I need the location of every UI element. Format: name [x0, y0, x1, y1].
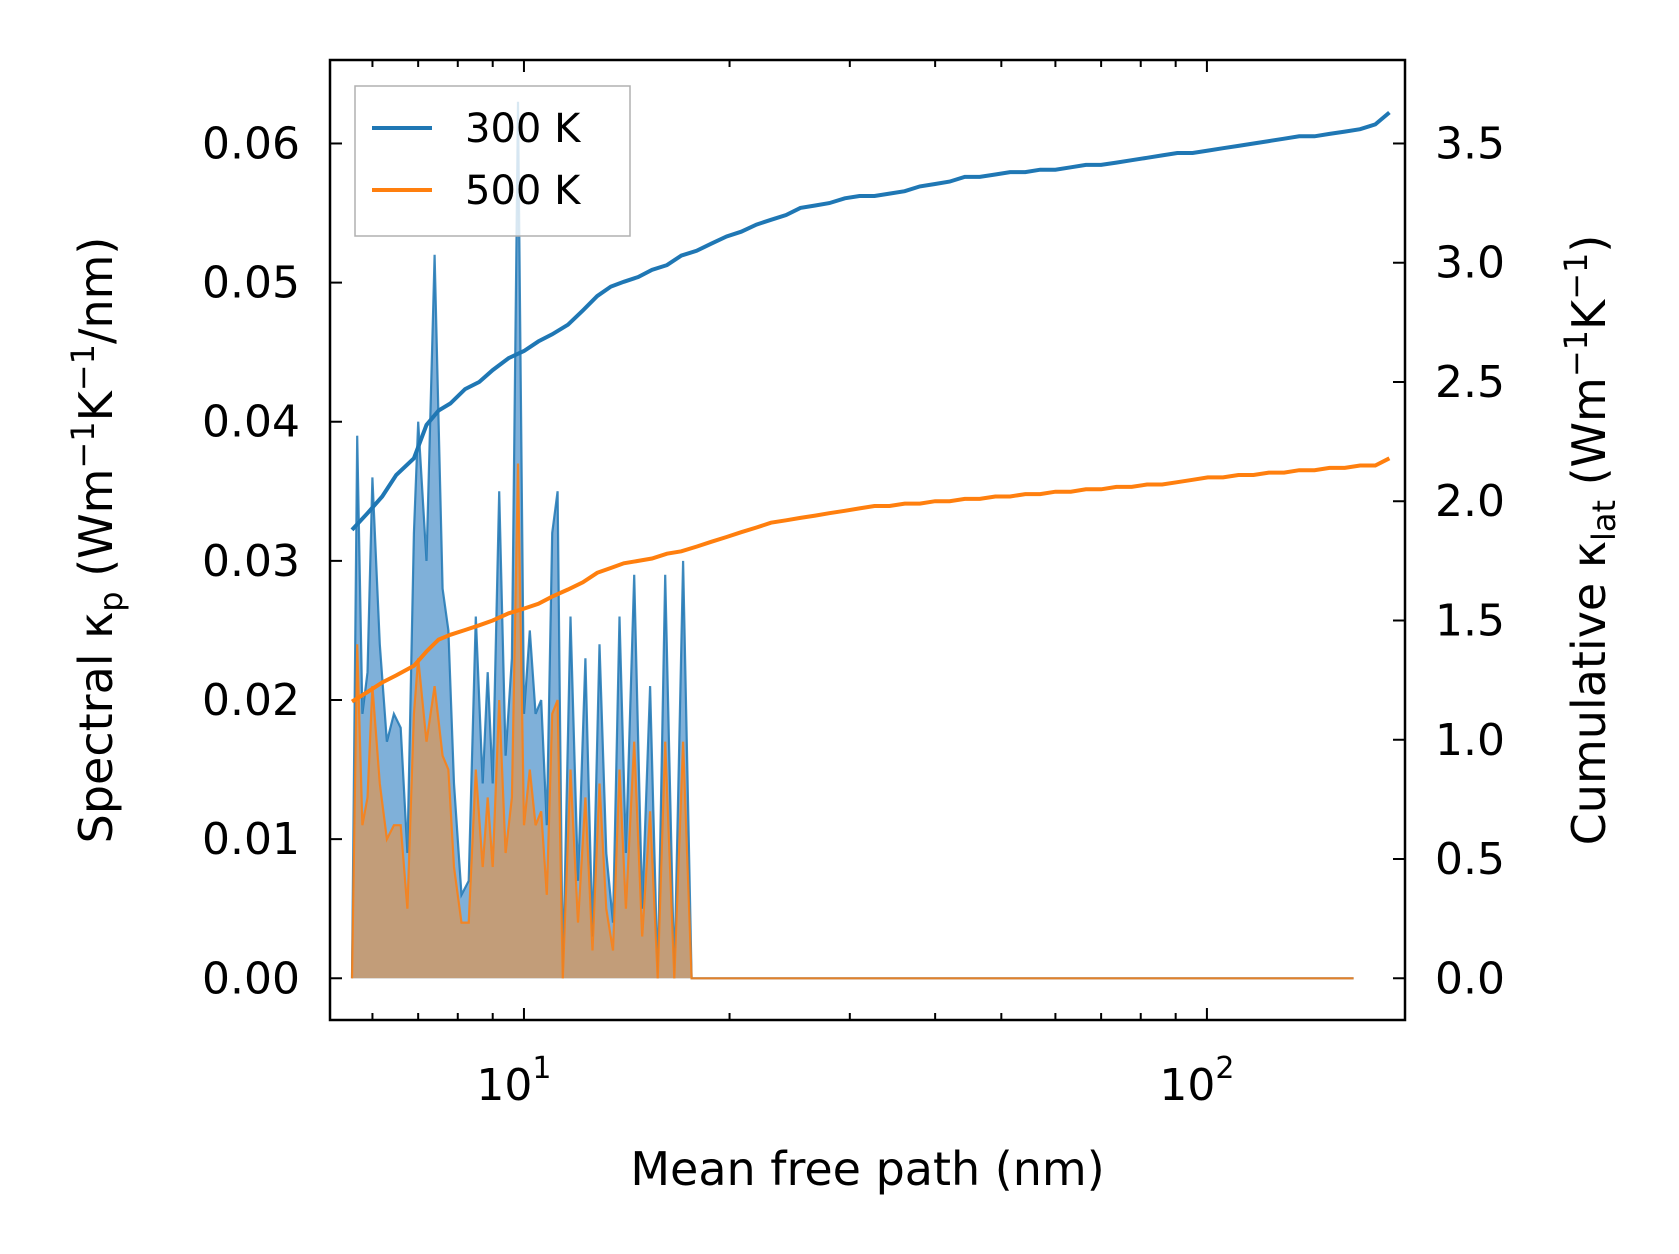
- left-y-tick-label: 0.01: [202, 814, 300, 865]
- legend: 300 K 500 K: [354, 85, 631, 237]
- x-tick-exponent: 1: [532, 1051, 551, 1086]
- left-y-axis-label: Spectral κp (Wm−1K−1/nm): [64, 237, 130, 844]
- left-y-tick-label: 0.05: [202, 258, 300, 309]
- left-y-label-sub: p: [92, 591, 130, 611]
- cumulative-line-300k: [350, 110, 1391, 532]
- right-y-tick-label: 0.5: [1435, 834, 1505, 885]
- right-y-label-sub: lat: [1585, 500, 1623, 541]
- right-y-label-sup2: −1: [1557, 253, 1595, 300]
- left-y-label-pre: Spectral κ: [69, 612, 123, 844]
- spectral-line-500k: [350, 463, 1354, 980]
- x-tick-label: 101: [476, 1051, 551, 1111]
- right-y-label-post: ): [1562, 235, 1616, 253]
- spectral-fill-layer: [350, 101, 1354, 980]
- right-y-tick-label: 1.0: [1435, 715, 1505, 766]
- right-y-tick-label: 0.0: [1435, 953, 1505, 1004]
- right-y-tick-label: 3.0: [1435, 238, 1505, 289]
- right-y-tick-label: 3.5: [1435, 118, 1505, 169]
- left-y-tick-label: 0.06: [202, 118, 300, 169]
- right-y-tick-label: 2.5: [1435, 357, 1505, 408]
- x-axis-label: Mean free path (nm): [630, 1142, 1104, 1196]
- left-y-tick-label: 0.00: [202, 953, 300, 1004]
- right-y-label-mid: (Wm: [1562, 377, 1616, 500]
- tick-layer: 0.00 0.01 0.02 0.03 0.04 0.05 0.06 0.0 0.5 1.0 1.5…: [202, 60, 1505, 1111]
- cumulative-line-500k: [350, 456, 1391, 704]
- left-y-tick-label: 0.02: [202, 675, 300, 726]
- right-y-label-pre: Cumulative κ: [1562, 541, 1616, 845]
- right-y-axis-label: Cumulative κlat (Wm−1K−1): [1557, 235, 1623, 846]
- left-y-label-sup1: −1: [64, 421, 102, 468]
- legend-label-300k: 300 K: [465, 106, 582, 152]
- left-y-tick-label: 0.03: [202, 536, 300, 587]
- legend-label-500k: 500 K: [465, 168, 582, 214]
- x-tick-base: 10: [1159, 1060, 1215, 1111]
- cumulative-line-layer: [350, 110, 1391, 704]
- x-tick-base: 10: [476, 1060, 532, 1111]
- right-y-label-sup1: −1: [1557, 330, 1595, 377]
- left-y-label-mid: (Wm: [69, 469, 123, 592]
- right-y-tick-label: 2.0: [1435, 476, 1505, 527]
- x-tick-label: 102: [1159, 1051, 1234, 1111]
- right-y-tick-label: 1.5: [1435, 595, 1505, 646]
- left-y-label-post: /nm): [69, 237, 123, 344]
- plot-frame: [328, 58, 1407, 1022]
- legend-box: [354, 85, 631, 237]
- right-y-label-k: K: [1562, 298, 1616, 330]
- left-y-label-sup2: −1: [64, 344, 102, 391]
- left-y-label-k: K: [69, 389, 123, 421]
- left-y-tick-label: 0.04: [202, 397, 300, 448]
- x-tick-exponent: 2: [1215, 1051, 1234, 1086]
